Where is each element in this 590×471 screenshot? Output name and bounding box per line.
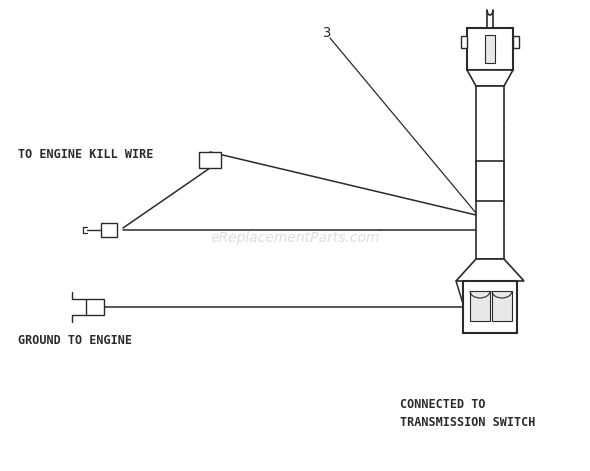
Text: CONNECTED TO
TRANSMISSION SWITCH: CONNECTED TO TRANSMISSION SWITCH: [400, 398, 535, 429]
Bar: [101, 223, 117, 237]
Text: TO ENGINE KILL WIRE: TO ENGINE KILL WIRE: [18, 148, 153, 162]
Bar: [513, 36, 519, 48]
Bar: [467, 28, 513, 70]
Bar: [86, 299, 104, 315]
Polygon shape: [456, 259, 524, 281]
Bar: [461, 36, 467, 48]
Bar: [476, 86, 504, 161]
Bar: [492, 291, 512, 321]
Text: 3: 3: [322, 26, 330, 40]
Bar: [470, 291, 490, 321]
Bar: [476, 201, 504, 259]
Bar: [199, 152, 221, 168]
Bar: [485, 35, 495, 63]
Text: GROUND TO ENGINE: GROUND TO ENGINE: [18, 333, 132, 347]
Polygon shape: [467, 70, 513, 86]
Bar: [463, 281, 517, 333]
Text: eReplacementParts.com: eReplacementParts.com: [210, 231, 380, 245]
